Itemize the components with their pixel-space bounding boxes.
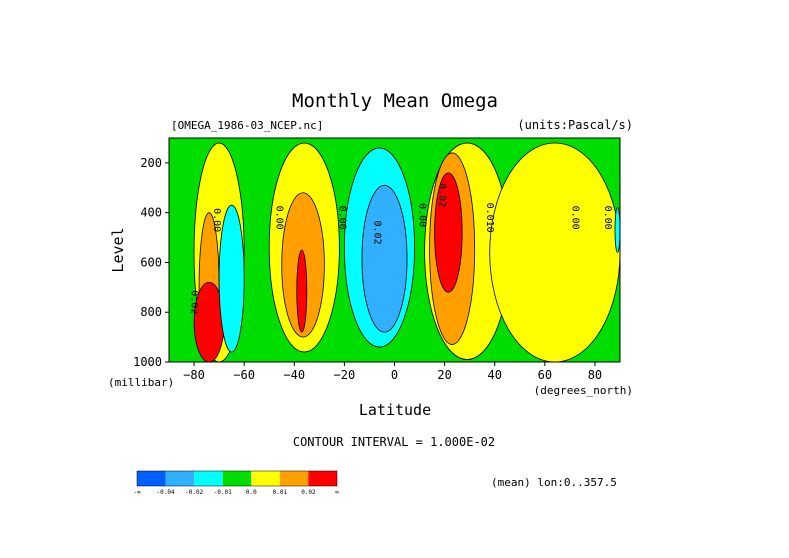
colorbar-label: -0.01 [214, 489, 232, 496]
x-axis-units: (degrees_north) [534, 384, 633, 397]
contour-label: 0.02 [437, 183, 448, 207]
y-axis-units: (millibar) [108, 376, 174, 389]
x-tick-label: 60 [538, 368, 552, 382]
colorbar-swatch [251, 471, 280, 486]
contour-interval-text: CONTOUR INTERVAL = 1.000E-02 [293, 435, 495, 449]
contour-label: 0.010 [484, 203, 495, 233]
colorbar: -∞ -0.04 -0.02 -0.01 0.0 0.01 0.02 ∞ [133, 470, 339, 496]
x-tick-label: −60 [233, 368, 255, 382]
y-axis-title: Level [109, 227, 127, 272]
contour-region [361, 184, 408, 333]
colorbar-label: 0.02 [301, 489, 316, 496]
dataset-label: [OMEGA_1986-03_NCEP.nc] [171, 119, 323, 132]
y-tick-label: 800 [140, 305, 162, 319]
colorbar-label: -0.02 [185, 489, 203, 496]
colorbar-label: ∞ [335, 489, 339, 496]
footer-mean-lon: (mean) lon:0..357.5 [491, 476, 617, 489]
colorbar-frame [136, 470, 338, 487]
x-tick-label: 20 [437, 368, 451, 382]
contour-region [434, 172, 463, 293]
contour-label: 0.02 [189, 290, 200, 314]
y-tick-label: 200 [140, 156, 162, 170]
x-tick-label: 0 [391, 368, 398, 382]
x-tick-label: 80 [588, 368, 602, 382]
colorbar-label: 0.01 [273, 489, 288, 496]
colorbar-swatch [165, 471, 195, 486]
contour-label: 0.00 [336, 206, 347, 230]
contour-region [489, 142, 620, 362]
colorbar-swatch [222, 471, 252, 486]
colorbar-label: -0.04 [157, 489, 175, 496]
x-tick-label: −40 [283, 368, 305, 382]
contour-label: 0.00 [417, 203, 428, 227]
colorbar-label: -∞ [133, 489, 141, 496]
contour-plot-area: 0.00 0.00 0.00 0.02 0.00 0.02 0.010 0.00 0.00 0.0… [168, 137, 621, 363]
contour-label: 0.00 [602, 206, 613, 230]
x-tick-label: −20 [334, 368, 356, 382]
contour-label: 0.00 [274, 206, 285, 230]
y-tick-label: 1000 [133, 355, 162, 369]
contour-region [296, 249, 308, 333]
x-axis-title: Latitude [359, 401, 431, 419]
y-tick-label: 600 [140, 255, 162, 269]
colorbar-label: 0.0 [246, 489, 257, 496]
colorbar-swatch [137, 471, 166, 486]
y-tick-label: 400 [140, 206, 162, 220]
x-tick-label: −80 [183, 368, 205, 382]
chart-title: Monthly Mean Omega [292, 90, 498, 112]
colorbar-swatch [279, 471, 309, 486]
contour-region [614, 207, 620, 253]
x-tick-label: 40 [487, 368, 501, 382]
contour-label: 0.02 [371, 221, 382, 245]
colorbar-swatch [194, 471, 223, 486]
contour-label: 0.00 [211, 208, 222, 232]
contour-region [218, 204, 245, 353]
units-label: (units:Pascal/s) [517, 118, 633, 132]
contour-label: 0.00 [569, 206, 580, 230]
colorbar-swatch [308, 471, 337, 486]
